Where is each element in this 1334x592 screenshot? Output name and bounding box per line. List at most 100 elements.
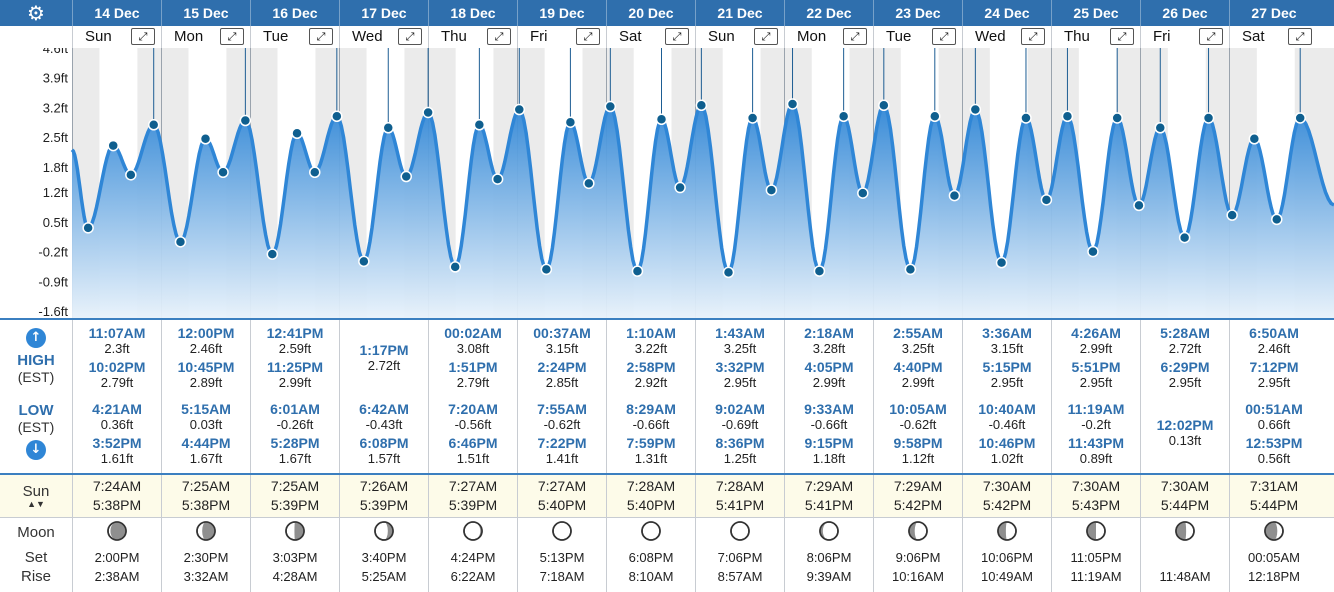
expand-icon[interactable]: ⤢ — [309, 28, 333, 45]
tide-point[interactable] — [382, 121, 395, 134]
date-header[interactable]: 26 Dec — [1140, 0, 1229, 26]
tide-point[interactable] — [491, 173, 504, 185]
expand-icon[interactable]: ⤢ — [220, 28, 244, 45]
expand-icon[interactable]: ⤢ — [843, 28, 867, 45]
tide-point[interactable] — [746, 112, 759, 124]
tide-point[interactable] — [765, 184, 778, 196]
tide-point[interactable] — [857, 187, 869, 199]
tide-point[interactable] — [813, 265, 826, 277]
tide-point[interactable] — [837, 110, 850, 123]
sun-times-cell: 7:25AM 5:38PM — [161, 475, 250, 517]
moon-phase-icon — [1175, 521, 1195, 541]
date-header[interactable]: 27 Dec — [1229, 0, 1318, 26]
tide-point[interactable] — [948, 189, 961, 202]
tide-point[interactable] — [995, 256, 1008, 269]
tide-point[interactable] — [309, 166, 321, 179]
tide-point[interactable] — [786, 98, 799, 110]
tide-point[interactable] — [1133, 199, 1145, 212]
tide-point[interactable] — [266, 248, 279, 260]
tide-point[interactable] — [1226, 209, 1238, 221]
expand-icon[interactable]: ⤢ — [1288, 28, 1312, 45]
date-header[interactable]: 20 Dec — [606, 0, 695, 26]
tide-point[interactable] — [1248, 133, 1261, 145]
date-header[interactable]: 17 Dec — [339, 0, 428, 26]
date-header[interactable]: 16 Dec — [250, 0, 339, 26]
weekday-label: Wed — [352, 28, 383, 45]
tide-point[interactable] — [358, 255, 370, 268]
expand-icon[interactable]: ⤢ — [398, 28, 422, 45]
expand-icon[interactable]: ⤢ — [487, 28, 511, 45]
moon-rise-time: 12:18PM — [1247, 569, 1301, 584]
date-header[interactable]: 22 Dec — [784, 0, 873, 26]
tide-point[interactable] — [449, 261, 461, 273]
expand-icon[interactable]: ⤢ — [665, 28, 689, 45]
tide-point[interactable] — [695, 99, 708, 112]
arrow-up-icon[interactable]: ↑ — [26, 328, 46, 348]
expand-icon[interactable]: ⤢ — [1199, 28, 1223, 45]
tide-point[interactable] — [1178, 231, 1191, 244]
low-tide-height: 0.03ft — [189, 417, 223, 432]
tide-point[interactable] — [1154, 121, 1167, 134]
tide-point[interactable] — [82, 222, 94, 234]
tide-point[interactable] — [473, 119, 486, 131]
date-header[interactable]: 19 Dec — [517, 0, 606, 26]
tide-point[interactable] — [239, 114, 252, 127]
date-header[interactable]: 18 Dec — [428, 0, 517, 26]
expand-icon[interactable]: ⤢ — [754, 28, 778, 45]
tide-point[interactable] — [969, 103, 982, 116]
date-header[interactable]: 21 Dec — [695, 0, 784, 26]
tide-point[interactable] — [655, 113, 668, 126]
tide-point[interactable] — [513, 103, 526, 116]
tide-point[interactable] — [1040, 194, 1053, 206]
tide-point[interactable] — [125, 169, 137, 181]
tide-point[interactable] — [400, 170, 412, 183]
tide-point[interactable] — [564, 116, 577, 128]
sun-times-cell: 7:28AM 5:40PM — [606, 475, 695, 517]
expand-icon[interactable]: ⤢ — [131, 28, 155, 45]
tide-point[interactable] — [147, 119, 160, 131]
expand-icon[interactable]: ⤢ — [1110, 28, 1134, 45]
tide-point[interactable] — [1020, 112, 1032, 124]
low-tide-time: 10:46PM — [978, 435, 1036, 451]
tide-point[interactable] — [1111, 112, 1123, 124]
tide-point[interactable] — [674, 181, 686, 194]
moon-rise-time: 8:10AM — [628, 569, 674, 584]
tide-point[interactable] — [604, 100, 617, 113]
tide-point[interactable] — [1202, 112, 1215, 124]
low-tide-time: 11:43PM — [1067, 435, 1125, 451]
tide-point[interactable] — [904, 263, 917, 276]
date-header[interactable]: 14 Dec — [72, 0, 161, 26]
gear-icon[interactable]: ⚙ — [27, 1, 45, 25]
tide-point[interactable] — [929, 110, 941, 123]
date-header[interactable]: 23 Dec — [873, 0, 962, 26]
expand-icon[interactable]: ⤢ — [1021, 28, 1045, 45]
low-tide-height: 0.13ft — [1168, 433, 1202, 448]
tide-point[interactable] — [631, 265, 644, 277]
tide-point[interactable] — [107, 139, 119, 152]
tide-point[interactable] — [291, 127, 303, 140]
expand-icon[interactable]: ⤢ — [932, 28, 956, 45]
date-header[interactable]: 25 Dec — [1051, 0, 1140, 26]
low-tide-height: 1.25ft — [723, 451, 757, 466]
tide-point[interactable] — [1294, 112, 1306, 124]
tide-point[interactable] — [422, 106, 434, 119]
tide-point[interactable] — [722, 266, 735, 279]
tide-point[interactable] — [199, 133, 212, 145]
tide-point[interactable] — [583, 177, 595, 190]
tide-point[interactable] — [174, 236, 187, 248]
tide-point[interactable] — [540, 263, 553, 276]
tide-point[interactable] — [878, 99, 890, 112]
tide-point[interactable] — [1061, 110, 1074, 123]
sunset-time: 5:39PM — [359, 497, 409, 513]
date-header[interactable]: 24 Dec — [962, 0, 1051, 26]
tide-point[interactable] — [1087, 245, 1099, 258]
tide-point[interactable] — [331, 110, 343, 123]
moon-set-time — [1141, 548, 1229, 567]
tide-point[interactable] — [217, 166, 229, 179]
date-header[interactable]: 15 Dec — [161, 0, 250, 26]
sunset-time: 5:40PM — [537, 497, 587, 513]
expand-icon[interactable]: ⤢ — [576, 28, 600, 45]
tide-point[interactable] — [1271, 213, 1283, 226]
arrow-down-icon[interactable]: ↓ — [26, 440, 46, 460]
low-tide-height: -0.62ft — [899, 417, 937, 432]
